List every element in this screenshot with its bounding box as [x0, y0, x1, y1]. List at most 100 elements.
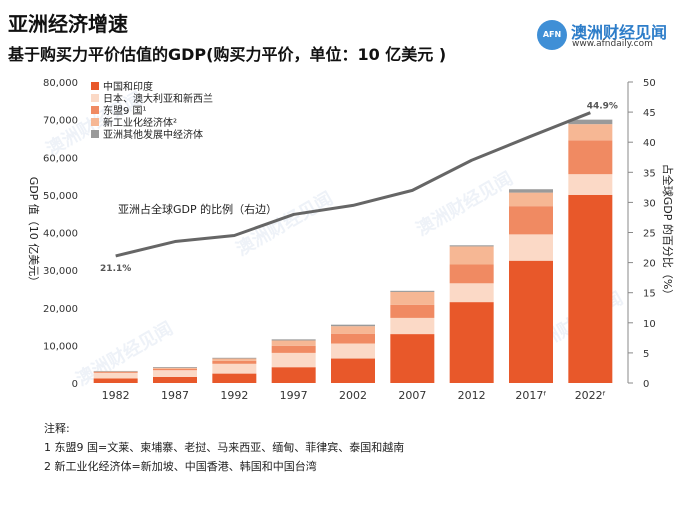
x-tick-label: 2012	[458, 389, 486, 402]
legend-swatch	[91, 94, 99, 102]
bar-segment	[271, 345, 316, 353]
y2-tick-label: 15	[643, 289, 656, 300]
bar-segment	[93, 371, 138, 373]
bar-segment	[271, 339, 316, 341]
bar-segment	[390, 291, 435, 305]
bar-segment	[93, 378, 138, 383]
y2-tick-label: 10	[643, 319, 656, 330]
bar-segment	[331, 326, 375, 334]
bar-segment	[212, 373, 257, 383]
bar-segment	[449, 246, 494, 265]
bar-segment	[153, 376, 197, 383]
y-tick-label: 30,000	[43, 266, 78, 277]
x-tick-label: 2017ᶠ	[515, 389, 546, 402]
line-start-label: 21.1%	[100, 264, 131, 274]
x-tick-label: 2007	[398, 389, 426, 402]
chart-title: 亚洲经济增速	[8, 12, 128, 36]
bar-segment	[271, 367, 316, 383]
chart-subtitle: 基于购买力平价估值的GDP(购买力平价，单位：10 亿美元 )	[8, 45, 447, 64]
bar-segment	[153, 367, 197, 368]
y-tick-label: 60,000	[43, 153, 78, 164]
bar-segment	[568, 174, 613, 195]
bar-segment	[568, 140, 613, 175]
y-tick-label: 80,000	[43, 78, 78, 89]
y-axis-title: GDP 值（10 亿美元）	[27, 177, 40, 288]
x-tick-label: 1997	[280, 389, 308, 402]
line-end-label: 44.9%	[587, 102, 618, 112]
y2-tick-label: 50	[643, 78, 656, 89]
bar-segment	[331, 358, 375, 383]
bar-segment	[212, 363, 257, 374]
notes: 注释: 1 东盟9 国=文莱、柬埔寨、老挝、马来西亚、缅甸、菲律宾、泰国和越南 …	[44, 419, 404, 476]
bar-segment	[449, 283, 494, 303]
bar-segment	[509, 189, 553, 193]
y-tick-label: 50,000	[43, 191, 78, 202]
share-line	[115, 111, 591, 258]
bar-segment	[390, 304, 435, 318]
bar-segment	[331, 333, 375, 344]
bar-segment	[212, 358, 257, 361]
bar-segment	[390, 317, 435, 335]
line-series-label: 亚洲占全球GDP 的比例（右边）	[118, 202, 277, 216]
bar-segment	[153, 370, 197, 377]
bar-segment	[509, 192, 553, 207]
y2-tick-label: 20	[643, 259, 656, 270]
y2-tick-label: 40	[643, 138, 656, 149]
y-tick-label: 70,000	[43, 116, 78, 127]
x-tick-label: 1982	[102, 389, 130, 402]
bar-segment	[449, 264, 494, 284]
legend-label: 新工业化经济体²	[103, 116, 177, 129]
y-tick-label: 0	[72, 379, 78, 390]
bar-segment	[93, 372, 138, 379]
bar-segment	[212, 360, 257, 364]
bar-segment	[449, 302, 494, 383]
bar-segment	[568, 194, 613, 383]
note-1: 1 东盟9 国=文莱、柬埔寨、老挝、马来西亚、缅甸、菲律宾、泰国和越南	[44, 441, 405, 454]
bar-segment	[449, 245, 494, 247]
afn-logo-icon: AFN	[537, 20, 567, 50]
x-tick-label: 1992	[220, 389, 248, 402]
bar-segment	[93, 370, 138, 372]
legend-swatch	[91, 82, 99, 90]
legend-swatch	[91, 118, 99, 126]
y-tick-label: 10,000	[43, 341, 78, 352]
bar-segment	[390, 290, 435, 292]
bar-segment	[153, 367, 197, 369]
bar-segment	[568, 119, 613, 125]
bar-segment	[390, 334, 435, 383]
brand: AFN 澳洲财经见闻 www.afndaily.com	[537, 18, 697, 52]
legend-swatch	[91, 130, 99, 138]
notes-title: 注释:	[44, 422, 70, 435]
note-2: 2 新工业化经济体=新加坡、中国香港、韩国和中国台湾	[44, 460, 317, 473]
bar-segment	[509, 234, 553, 261]
brand-name: 澳洲财经见闻	[571, 23, 668, 42]
bar-segment	[271, 340, 316, 346]
legend-label: 东盟9 国¹	[103, 104, 147, 117]
bar-segment	[212, 357, 257, 359]
legend-label: 中国和印度	[103, 80, 153, 93]
y2-tick-label: 0	[643, 379, 649, 390]
bar-segment	[331, 343, 375, 359]
y-tick-label: 40,000	[43, 229, 78, 240]
legend-label: 亚洲其他发展中经济体	[103, 128, 203, 141]
x-tick-label: 1987	[161, 389, 189, 402]
y2-tick-label: 45	[643, 108, 656, 119]
legend-swatch	[91, 106, 99, 114]
bar-segment	[331, 324, 375, 327]
brand-url: www.afndaily.com	[572, 39, 653, 49]
y-tick-label: 20,000	[43, 304, 78, 315]
y2-tick-label: 25	[643, 229, 656, 240]
y2-tick-label: 5	[643, 349, 649, 360]
y2-tick-label: 35	[643, 168, 656, 179]
bar-segment	[153, 368, 197, 371]
y2-tick-label: 30	[643, 198, 656, 209]
y2-axis-title: 占全球GDP 的百分比（%）	[661, 164, 675, 301]
bar-segment	[509, 206, 553, 235]
bar-segment	[568, 124, 613, 141]
legend-label: 日本、澳大利亚和新西兰	[103, 92, 213, 105]
x-tick-label: 2002	[339, 389, 367, 402]
x-tick-label: 2022ᶠ	[575, 389, 606, 402]
bar-segment	[509, 260, 553, 383]
bar-segment	[271, 352, 316, 368]
